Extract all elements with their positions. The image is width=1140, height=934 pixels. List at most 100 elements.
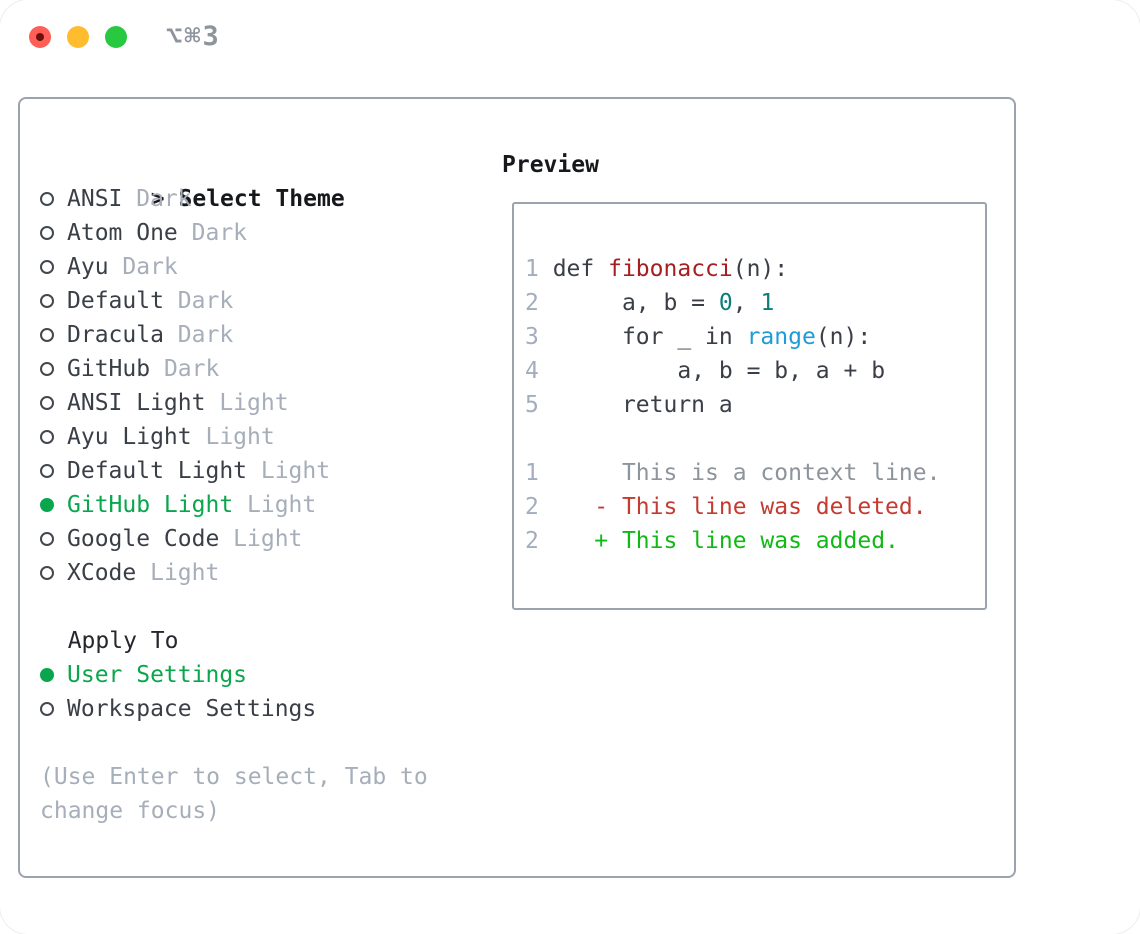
theme-name: Atom One [67,220,178,246]
theme-name: Default [67,288,164,314]
theme-option-google-code[interactable]: Google Code Light [40,522,490,556]
radio-selected-icon [40,668,54,682]
theme-option-default-light[interactable]: Default Light Light [40,454,490,488]
apply-to-list: User Settings Workspace Settings [40,658,490,726]
theme-variant-label: Dark [177,288,234,314]
code-segment: This is a context line. [538,460,941,486]
spacer [40,590,490,624]
radio-icon [40,532,54,546]
theme-option-github-light[interactable]: GitHub Light Light [40,488,490,522]
theme-option-ansi[interactable]: ANSI Dark [40,182,490,216]
close-button-icon[interactable] [29,26,51,48]
code-line: 1 def fibonacci(n): [525,252,985,286]
line-number: 2 [525,494,539,520]
theme-variant-label: Dark [191,220,248,246]
code-line: 5 return a [525,388,985,422]
diff-line: 1 This is a context line. [525,456,985,490]
code-segment: (n): [732,256,789,282]
theme-name: GitHub [67,356,151,382]
radio-icon [40,294,54,308]
theme-option-ayu-light[interactable]: Ayu Light Light [40,420,490,454]
theme-name: Ayu Light [67,424,192,450]
apply-option-label: User Settings [67,662,248,688]
select-theme-header: > Select Theme [40,148,490,212]
radio-selected-icon [40,498,54,512]
theme-variant-label: Light [247,492,317,518]
radio-icon [40,566,54,580]
radio-icon [40,362,54,376]
zoom-button-icon[interactable] [105,26,127,48]
hint-line: change focus) [40,798,221,824]
line-number: 2 [525,290,539,316]
code-segment: def [538,256,609,282]
theme-variant-label: Light [205,424,275,450]
code-line: 2 a, b = 0, 1 [525,286,985,320]
theme-option-atom-one[interactable]: Atom One Dark [40,216,490,250]
theme-variant-label: Dark [122,254,178,280]
title-bar: ⌥⌘3 [0,0,1140,74]
code-segment: 1 [760,290,775,316]
theme-variant-label: Dark [136,186,192,212]
code-segment: (n): [815,324,872,350]
code-segment: fibonacci [608,256,733,282]
radio-icon [40,192,54,206]
theme-variant-label: Dark [177,322,234,348]
diff-line: 2 + This line was added. [525,524,985,558]
preview-title: Preview [502,152,599,178]
theme-name: Google Code [67,526,220,552]
line-number: 4 [525,358,539,384]
minimize-button-icon[interactable] [67,26,89,48]
apply-to-header: Apply To [67,628,179,654]
radio-icon [40,464,54,478]
apply-option-workspace-settings[interactable]: Workspace Settings [40,692,490,726]
diff-line: 2 - This line was deleted. [525,490,985,524]
apply-option-label: Workspace Settings [67,696,317,722]
theme-name: ANSI Light [67,390,206,416]
code-line: 3 for _ in range(n): [525,320,985,354]
line-number: 1 [525,460,539,486]
theme-name: XCode [67,560,137,586]
line-number: 3 [525,324,539,350]
keyboard-hint: (Use Enter to select, Tab to change focus… [40,760,490,828]
theme-selector-panel: > Select Theme ANSI Dark Atom One Dark Ayu Da… [18,97,1016,878]
theme-list: ANSI Dark Atom One Dark Ayu Dark Default Dark Dr… [40,182,490,590]
spacer [40,726,490,760]
window-title: ⌥⌘3 [166,21,221,52]
radio-icon [40,702,54,716]
line-number: 1 [525,256,539,282]
radio-icon [40,226,54,240]
theme-variant-label: Dark [163,356,220,382]
theme-option-default[interactable]: Default Dark [40,284,490,318]
code-segment: 0 [718,290,733,316]
blank-line [525,422,985,456]
theme-option-ansi-light[interactable]: ANSI Light Light [40,386,490,420]
code-segment: return a [538,392,733,418]
hint-line: (Use Enter to select, Tab to [40,764,428,790]
theme-name: Default Light [67,458,248,484]
theme-variant-label: Light [219,390,289,416]
prompt-caret-icon: > [150,186,165,212]
theme-name: Ayu [67,254,109,280]
radio-icon [40,396,54,410]
theme-name: ANSI [67,186,123,212]
line-number: 5 [525,392,539,418]
theme-variant-label: Light [260,458,331,484]
theme-list-column: > Select Theme ANSI Dark Atom One Dark Ayu Da… [40,148,490,828]
apply-option-user-settings[interactable]: User Settings [40,658,490,692]
code-segment: + This line was added. [538,528,899,554]
theme-option-ayu[interactable]: Ayu Dark [40,250,490,284]
theme-variant-label: Light [150,560,220,586]
theme-option-dracula[interactable]: Dracula Dark [40,318,490,352]
theme-name: Dracula [67,322,164,348]
code-segment: range [746,324,816,350]
theme-option-github[interactable]: GitHub Dark [40,352,490,386]
line-number: 2 [525,528,539,554]
select-theme-title: Select Theme [178,186,345,212]
theme-option-xcode[interactable]: XCode Light [40,556,490,590]
radio-icon [40,328,54,342]
theme-name: GitHub Light [67,492,234,518]
code-segment: for _ in [538,324,747,350]
radio-icon [40,430,54,444]
